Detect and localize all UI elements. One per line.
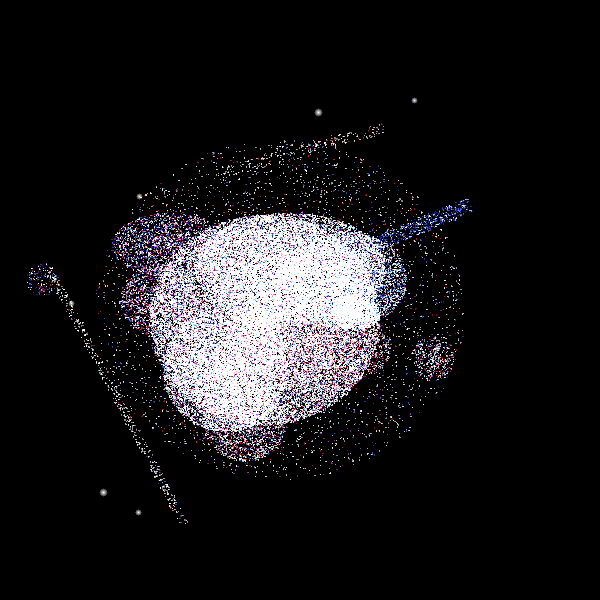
raster-scene: Satellite Change-Detection Raster Dense … (0, 0, 600, 600)
satellite-raster-canvas (0, 0, 600, 600)
